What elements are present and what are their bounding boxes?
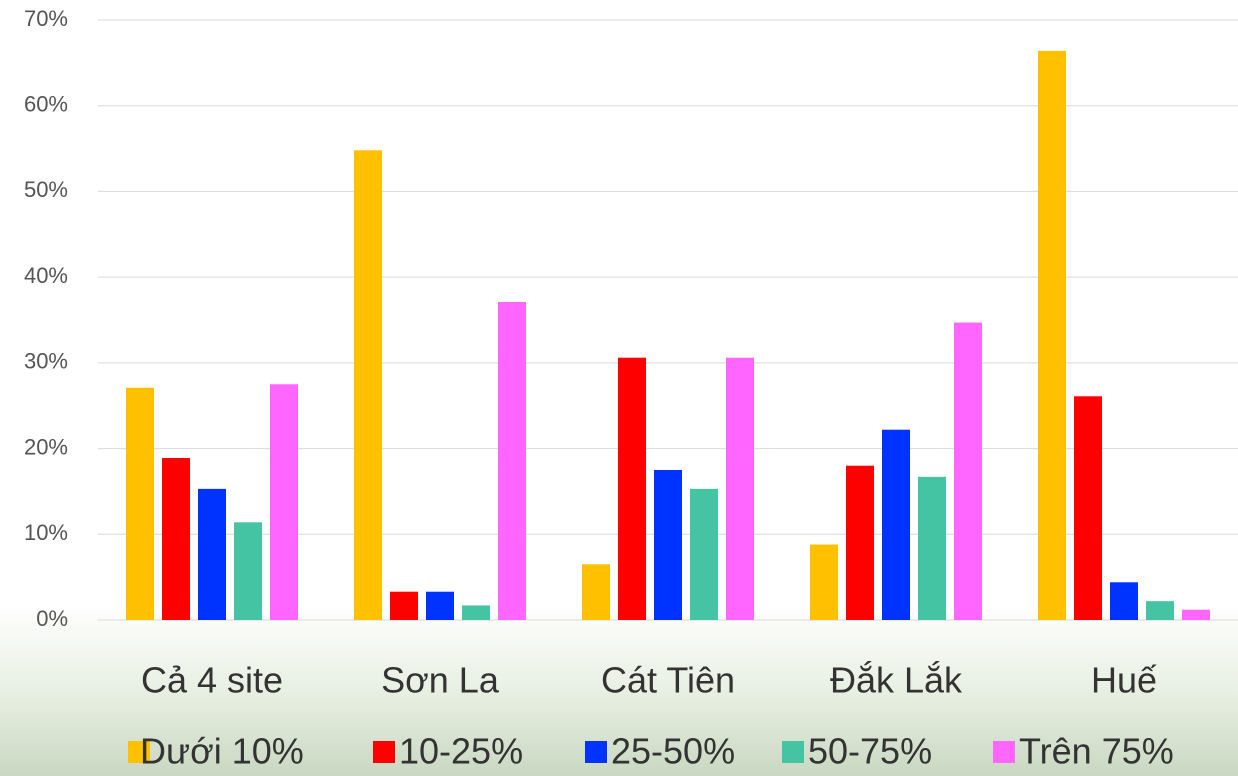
y-tick-label: 20% <box>24 434 68 459</box>
bar <box>126 387 154 620</box>
bar <box>726 357 754 620</box>
y-tick-label: 40% <box>24 263 68 288</box>
y-tick-label: 50% <box>24 177 68 202</box>
legend-label: Trên 75% <box>1019 731 1174 772</box>
y-tick-label: 70% <box>24 6 68 31</box>
bar <box>918 476 946 620</box>
bar <box>270 384 298 620</box>
bar <box>954 322 982 620</box>
bar <box>198 488 226 620</box>
bar <box>690 488 718 620</box>
legend-label: 50-75% <box>808 731 932 772</box>
bar <box>390 591 418 620</box>
bar <box>1074 396 1102 620</box>
legend-swatch <box>782 741 804 763</box>
y-tick-label: 10% <box>24 520 68 545</box>
bar <box>846 465 874 620</box>
bar <box>1146 601 1174 620</box>
legend-swatch <box>585 741 607 763</box>
legend-label: Dưới 10% <box>140 731 304 772</box>
legend-swatch <box>373 741 395 763</box>
x-tick-label: Sơn La <box>381 660 500 701</box>
legend-swatch <box>993 741 1015 763</box>
bar <box>582 564 610 620</box>
bar <box>498 302 526 620</box>
bar <box>234 522 262 620</box>
legend-swatch <box>128 741 150 763</box>
bar <box>1110 582 1138 620</box>
bar <box>618 357 646 620</box>
y-tick-label: 60% <box>24 92 68 117</box>
legend-label: 25-50% <box>611 731 735 772</box>
bar <box>1038 50 1066 621</box>
y-tick-label: 30% <box>24 349 68 374</box>
bar <box>810 544 838 620</box>
bar <box>162 458 190 620</box>
bar <box>654 470 682 620</box>
y-tick-label: 0% <box>36 606 68 631</box>
bar <box>462 605 490 620</box>
x-tick-label: Đắk Lắk <box>830 660 963 701</box>
legend-label: 10-25% <box>399 731 523 772</box>
bar <box>1182 609 1210 620</box>
bar <box>354 150 382 621</box>
bar <box>426 591 454 620</box>
x-tick-label: Cát Tiên <box>601 660 735 701</box>
bar <box>882 429 910 620</box>
x-tick-label: Cả 4 site <box>141 660 283 701</box>
x-tick-label: Huế <box>1091 660 1157 701</box>
